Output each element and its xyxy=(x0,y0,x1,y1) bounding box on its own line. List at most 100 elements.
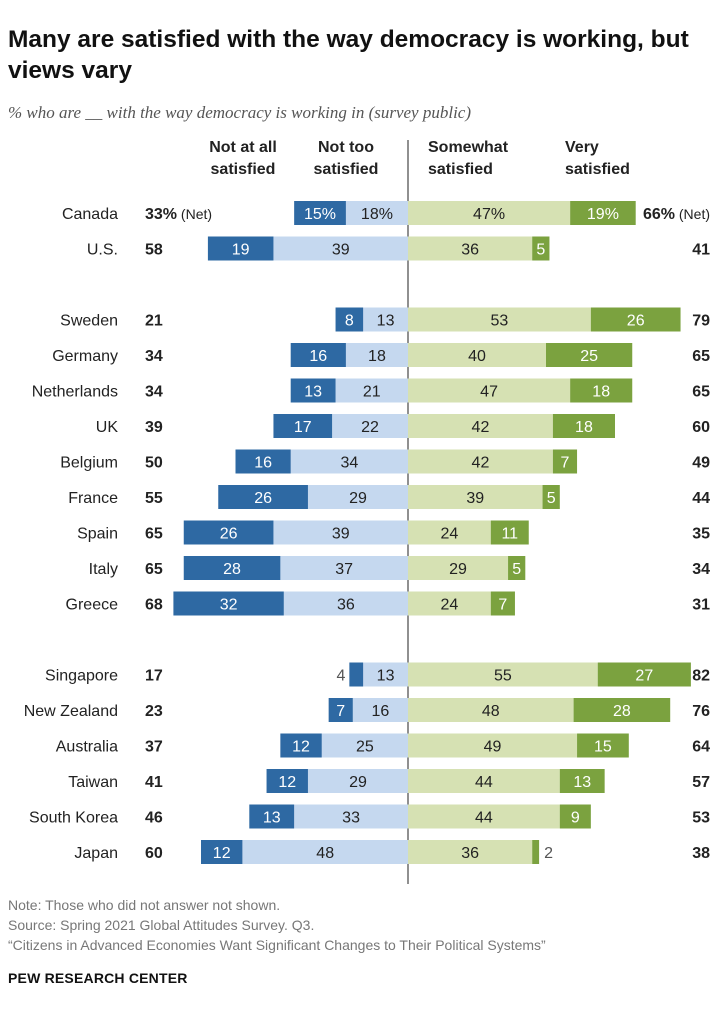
bar-somewhat-u-s- xyxy=(408,236,533,261)
label-very-uk: 18 xyxy=(575,419,593,436)
label-not-at-all-taiwan: 12 xyxy=(278,774,296,791)
bar-not-at-all-uk xyxy=(273,414,333,438)
net-dissatisfied-south-korea: 46 xyxy=(145,810,163,827)
bar-not-at-all-italy xyxy=(183,556,281,580)
bar-very-netherlands xyxy=(570,378,633,403)
bar-not-too-singapore xyxy=(363,662,408,687)
bar-very-australia xyxy=(577,733,629,758)
country-label-canada: Canada xyxy=(62,206,118,223)
country-label-spain: Spain xyxy=(77,526,118,543)
net-dissatisfied-uk: 39 xyxy=(145,419,163,436)
label-somewhat-italy: 29 xyxy=(449,561,467,578)
label-not-at-all-uk: 17 xyxy=(294,419,312,436)
label-very-taiwan: 13 xyxy=(573,774,591,791)
label-not-at-all-france: 26 xyxy=(254,490,272,507)
net-suffix-dissatisfied: (Net) xyxy=(177,206,212,222)
label-not-at-all-germany: 16 xyxy=(309,348,327,365)
net-dissatisfied-canada: 33% (Net) xyxy=(145,206,212,223)
column-header-2-line-0: Somewhat xyxy=(428,139,509,156)
label-not-at-all-belgium: 16 xyxy=(254,455,272,472)
label-very-south-korea: 9 xyxy=(571,810,580,827)
label-not-too-belgium: 34 xyxy=(340,455,358,472)
bar-somewhat-belgium xyxy=(408,449,553,474)
bar-not-too-italy xyxy=(280,556,408,580)
label-not-too-netherlands: 21 xyxy=(363,384,381,401)
chart-subtitle: % who are __ with the way democracy is w… xyxy=(8,103,472,122)
net-satisfied-germany: 65 xyxy=(692,348,710,365)
label-somewhat-japan: 36 xyxy=(461,845,479,862)
country-label-italy: Italy xyxy=(89,561,118,578)
label-not-too-taiwan: 29 xyxy=(349,774,367,791)
bar-somewhat-germany xyxy=(408,343,546,367)
label-not-too-south-korea: 33 xyxy=(342,810,360,827)
net-dissatisfied-new-zealand: 23 xyxy=(145,703,163,720)
bar-very-germany xyxy=(546,343,633,367)
bar-not-at-all-australia xyxy=(280,733,322,758)
net-satisfied-new-zealand: 76 xyxy=(692,703,710,720)
column-header-0-line-1: satisfied xyxy=(211,161,276,178)
country-label-sweden: Sweden xyxy=(60,313,118,330)
label-not-too-japan: 48 xyxy=(316,845,334,862)
country-label-australia: Australia xyxy=(56,739,118,756)
bar-very-singapore xyxy=(597,662,691,687)
bar-not-at-all-germany xyxy=(290,343,346,367)
bar-very-italy xyxy=(508,556,526,580)
chart-title: Many are satisfied with the way democrac… xyxy=(8,26,689,84)
country-label-belgium: Belgium xyxy=(60,455,118,472)
bar-very-uk xyxy=(552,414,615,438)
country-label-south-korea: South Korea xyxy=(29,810,118,827)
bar-somewhat-taiwan xyxy=(408,769,560,793)
net-dissatisfied-italy: 65 xyxy=(145,561,163,578)
bar-very-france xyxy=(542,485,560,509)
label-not-at-all-singapore: 4 xyxy=(336,668,345,685)
bar-somewhat-canada xyxy=(408,201,571,225)
net-satisfied-australia: 64 xyxy=(692,739,710,756)
bar-somewhat-greece xyxy=(408,591,491,616)
bar-very-south-korea xyxy=(559,804,591,829)
net-dissatisfied-netherlands: 34 xyxy=(145,384,163,401)
country-label-france: France xyxy=(68,490,118,507)
bar-not-at-all-france xyxy=(218,485,308,509)
net-satisfied-south-korea: 53 xyxy=(692,810,710,827)
bar-not-at-all-singapore xyxy=(349,662,364,687)
label-somewhat-canada: 47% xyxy=(473,206,505,223)
country-label-u-s-: U.S. xyxy=(87,242,118,259)
label-somewhat-greece: 24 xyxy=(441,597,459,614)
bar-not-too-australia xyxy=(321,733,408,758)
bar-not-too-belgium xyxy=(290,449,408,474)
label-very-netherlands: 18 xyxy=(592,384,610,401)
country-label-uk: UK xyxy=(96,419,119,436)
column-header-3-line-1: satisfied xyxy=(565,161,630,178)
label-very-new-zealand: 28 xyxy=(613,703,631,720)
bar-very-u-s- xyxy=(532,236,550,261)
source-text: Source: Spring 2021 Global Attitudes Sur… xyxy=(8,917,315,933)
label-very-belgium: 7 xyxy=(561,455,570,472)
net-dissatisfied-japan: 60 xyxy=(145,845,163,862)
label-very-greece: 7 xyxy=(498,597,507,614)
note-text: Note: Those who did not answer not shown… xyxy=(8,897,281,913)
bar-not-at-all-greece xyxy=(173,591,284,616)
net-dissatisfied-germany: 34 xyxy=(145,348,163,365)
net-dissatisfied-greece: 68 xyxy=(145,597,163,614)
net-dissatisfied-france: 55 xyxy=(145,490,163,507)
bar-not-too-sweden xyxy=(363,307,408,332)
bar-very-belgium xyxy=(552,449,578,474)
bar-not-at-all-netherlands xyxy=(290,378,336,403)
label-very-canada: 19% xyxy=(587,206,619,223)
bar-not-at-all-taiwan xyxy=(266,769,308,793)
bar-somewhat-japan xyxy=(408,840,533,864)
net-dissatisfied-u-s-: 58 xyxy=(145,242,163,259)
country-label-greece: Greece xyxy=(66,597,119,614)
label-not-at-all-greece: 32 xyxy=(220,597,238,614)
label-somewhat-germany: 40 xyxy=(468,348,486,365)
bar-somewhat-france xyxy=(408,485,543,509)
net-satisfied-japan: 38 xyxy=(692,845,710,862)
net-satisfied-uk: 60 xyxy=(692,419,710,436)
net-dissatisfied-spain: 65 xyxy=(145,526,163,543)
net-satisfied-france: 44 xyxy=(692,490,710,507)
bar-very-greece xyxy=(490,591,515,616)
net-dissatisfied-belgium: 50 xyxy=(145,455,163,472)
bar-somewhat-new-zealand xyxy=(408,698,574,722)
label-very-singapore: 27 xyxy=(635,668,653,685)
chart-notes: Note: Those who did not answer not shown… xyxy=(8,895,546,955)
